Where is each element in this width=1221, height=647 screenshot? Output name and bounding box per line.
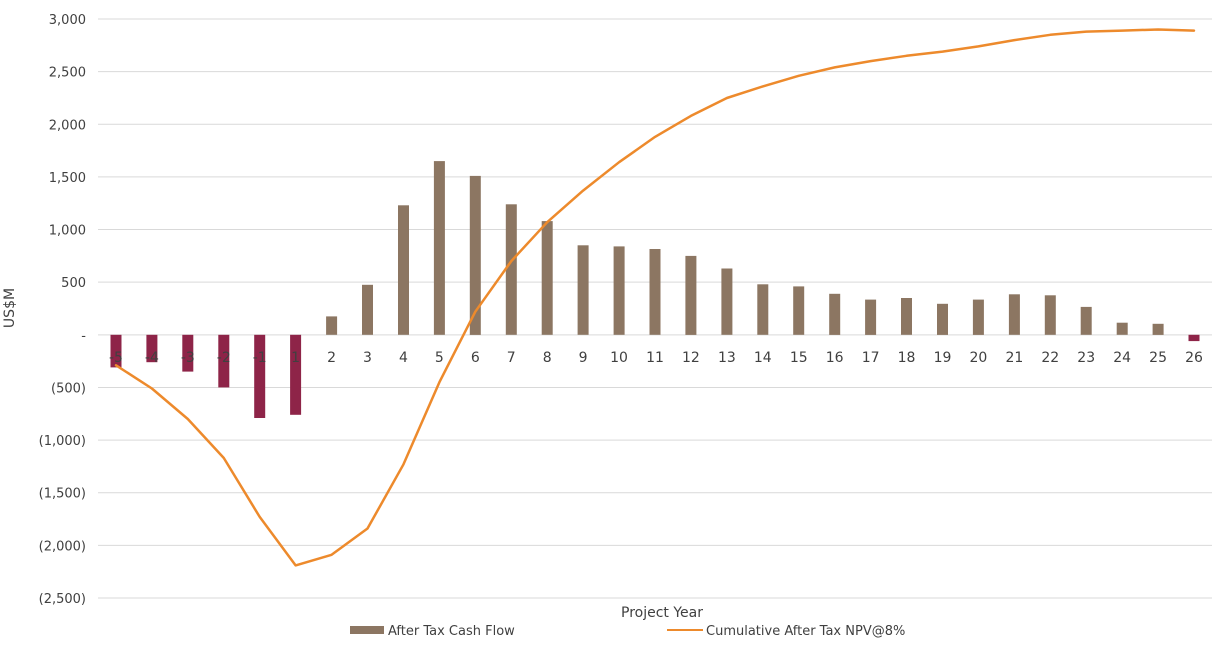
bar-4 xyxy=(398,205,409,335)
x-tick-label: 12 xyxy=(682,350,700,366)
legend-label-npv: Cumulative After Tax NPV@8% xyxy=(706,624,905,639)
npv-line xyxy=(114,28,1196,567)
x-tick-label: 26 xyxy=(1185,350,1203,366)
npv-line-layer xyxy=(114,28,1196,567)
bars xyxy=(110,161,1200,418)
x-tick-label: -4 xyxy=(145,350,159,366)
bar--4 xyxy=(146,334,158,363)
y-tick-label: (2,000) xyxy=(39,539,86,554)
x-tick-label: 15 xyxy=(790,350,808,366)
bar-17 xyxy=(865,299,877,335)
bar-11 xyxy=(649,249,661,335)
y-tick-label: 2,000 xyxy=(49,118,86,133)
x-tick-label: 5 xyxy=(435,350,444,366)
x-tick-label: 4 xyxy=(399,350,408,366)
bar-5 xyxy=(433,161,445,335)
x-tick-label: 19 xyxy=(934,350,952,366)
x-tick-label: 14 xyxy=(754,350,772,366)
bar-23 xyxy=(1080,306,1092,335)
bar-26 xyxy=(1188,334,1200,342)
bar-9 xyxy=(577,245,589,335)
bar-18 xyxy=(901,298,912,335)
y-tick-label: 2,500 xyxy=(49,66,86,81)
x-tick-label: 11 xyxy=(646,350,664,366)
bar-13 xyxy=(721,268,733,335)
x-tick-label: 16 xyxy=(826,350,844,366)
x-tick-label: 13 xyxy=(718,350,736,366)
x-tick-label: 24 xyxy=(1113,350,1131,366)
bar--5 xyxy=(110,334,122,368)
y-tick-label: (1,500) xyxy=(39,487,86,502)
x-tick-label: 18 xyxy=(898,350,916,366)
y-tick-label: - xyxy=(81,329,86,344)
x-tick-label: 8 xyxy=(543,350,552,366)
bar-24 xyxy=(1116,322,1128,335)
y-axis-ticks: 3,000 2,500 2,000 1,500 1,000 500 - (500) (1,000… xyxy=(39,13,87,607)
bar-6 xyxy=(469,175,481,335)
x-tick-label: 3 xyxy=(363,350,372,366)
x-tick-label: 10 xyxy=(610,350,628,366)
x-tick-label: -3 xyxy=(181,350,195,366)
bar-12 xyxy=(685,255,697,335)
legend: After Tax Cash Flow Cumulative After Tax… xyxy=(350,624,905,639)
bar--2 xyxy=(218,334,230,388)
x-tick-label: 17 xyxy=(862,350,880,366)
y-tick-label: (1,000) xyxy=(39,434,86,449)
bar-14 xyxy=(757,284,769,335)
y-tick-label: (500) xyxy=(51,381,86,396)
bar--3 xyxy=(182,334,194,372)
bar--1 xyxy=(254,334,266,418)
x-tick-label: 2 xyxy=(327,350,336,366)
x-tick-label: 21 xyxy=(1005,350,1023,366)
y-tick-label: 1,500 xyxy=(49,171,86,186)
y-tick-label: 1,000 xyxy=(49,224,86,239)
x-tick-label: 7 xyxy=(507,350,516,366)
bar-19 xyxy=(937,303,948,335)
bar-10 xyxy=(613,246,625,335)
x-tick-label: 20 xyxy=(970,350,988,366)
bar-25 xyxy=(1152,323,1164,335)
y-tick-label: 3,000 xyxy=(49,13,86,28)
bar-1 xyxy=(290,334,302,415)
bar-22 xyxy=(1044,295,1056,335)
x-tick-label: -5 xyxy=(109,350,123,366)
x-tick-label: -1 xyxy=(253,350,267,366)
bar-21 xyxy=(1008,294,1020,335)
bar-8 xyxy=(541,221,553,335)
bar-16 xyxy=(829,293,841,335)
y-tick-label: 500 xyxy=(61,276,86,291)
legend-label-cash-flow: After Tax Cash Flow xyxy=(388,624,515,639)
x-tick-label: 22 xyxy=(1041,350,1059,366)
bar-20 xyxy=(972,299,984,335)
x-tick-label: 25 xyxy=(1149,350,1167,366)
x-axis-ticks: -5 -4 -3 -2 -1 1 2 3 4 5 6 7 8 9 10 11 12 13 14 15 16 17 18 19 2… xyxy=(109,350,1203,366)
legend-swatch-cash-flow xyxy=(350,626,384,634)
x-tick-label: 6 xyxy=(471,350,480,366)
y-tick-label: (2,500) xyxy=(39,592,86,607)
x-axis-title: Project Year xyxy=(621,605,703,621)
x-tick-label: -2 xyxy=(217,350,231,366)
x-tick-label: 23 xyxy=(1077,350,1095,366)
bar-3 xyxy=(362,284,373,335)
x-tick-label: 1 xyxy=(291,350,300,366)
bar-15 xyxy=(793,286,805,335)
bar-7 xyxy=(505,204,517,335)
bar-2 xyxy=(326,316,338,335)
x-tick-label: 9 xyxy=(579,350,588,366)
y-axis-title: US$M xyxy=(2,288,18,328)
